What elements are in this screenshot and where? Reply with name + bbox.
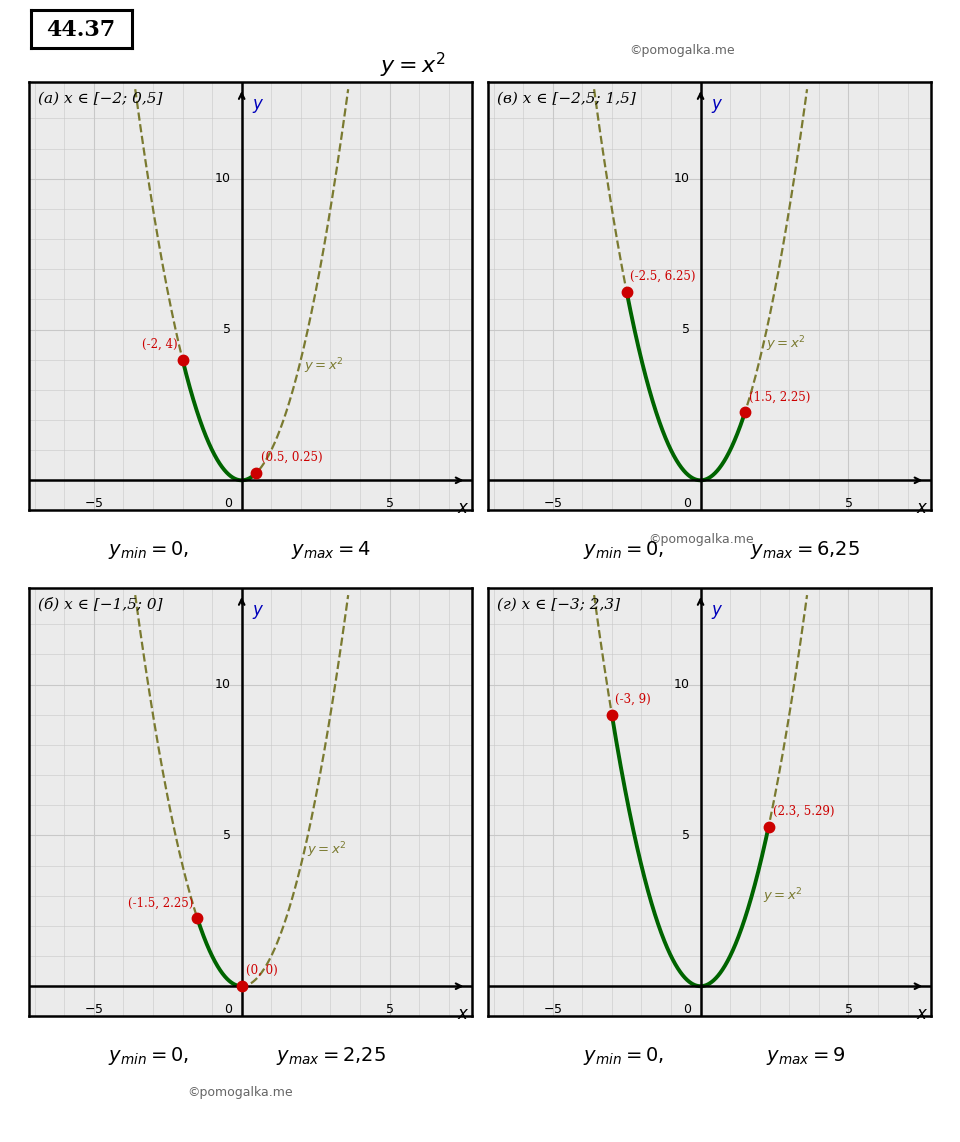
Text: $y = x^2$: $y = x^2$ bbox=[380, 50, 445, 80]
Text: (2.3, 5.29): (2.3, 5.29) bbox=[773, 805, 834, 818]
Text: $y_{max} = 2{,}25$: $y_{max} = 2{,}25$ bbox=[276, 1045, 386, 1068]
Text: $x$: $x$ bbox=[457, 500, 469, 517]
Text: $5$: $5$ bbox=[223, 323, 231, 336]
Text: (б) x ∈ [−1,5; 0]: (б) x ∈ [−1,5; 0] bbox=[37, 597, 162, 611]
Text: (-2, 4): (-2, 4) bbox=[142, 338, 179, 351]
Text: ©pomogalka.me: ©pomogalka.me bbox=[629, 43, 734, 57]
Text: (0.5, 0.25): (0.5, 0.25) bbox=[261, 451, 323, 464]
Text: $5$: $5$ bbox=[223, 829, 231, 842]
Text: $x$: $x$ bbox=[916, 500, 928, 517]
Text: $5$: $5$ bbox=[385, 1003, 394, 1015]
Text: $y_{min} = 0,$: $y_{min} = 0,$ bbox=[108, 1045, 189, 1068]
Text: $10$: $10$ bbox=[673, 172, 690, 185]
Text: $y_{max} = 9$: $y_{max} = 9$ bbox=[766, 1045, 845, 1068]
Text: $5$: $5$ bbox=[682, 829, 690, 842]
Text: (а) x ∈ [−2; 0,5]: (а) x ∈ [−2; 0,5] bbox=[37, 91, 162, 105]
Text: $y = x^2$: $y = x^2$ bbox=[766, 335, 805, 354]
Text: $y_{min} = 0,$: $y_{min} = 0,$ bbox=[108, 539, 189, 562]
Text: $-5$: $-5$ bbox=[84, 497, 104, 509]
Text: (-2.5, 6.25): (-2.5, 6.25) bbox=[630, 270, 695, 283]
Text: $y = x^2$: $y = x^2$ bbox=[762, 886, 803, 906]
Text: $5$: $5$ bbox=[385, 497, 394, 509]
Text: (-1.5, 2.25): (-1.5, 2.25) bbox=[128, 896, 193, 909]
Text: (г) x ∈ [−3; 2,3]: (г) x ∈ [−3; 2,3] bbox=[496, 597, 619, 611]
Text: $10$: $10$ bbox=[214, 172, 231, 185]
Text: (в) x ∈ [−2,5; 1,5]: (в) x ∈ [−2,5; 1,5] bbox=[496, 91, 636, 105]
Text: $-5$: $-5$ bbox=[84, 1003, 104, 1015]
Text: $x$: $x$ bbox=[457, 1006, 469, 1023]
Text: $y_{max} = 4$: $y_{max} = 4$ bbox=[292, 539, 371, 562]
Text: $0$: $0$ bbox=[224, 497, 233, 509]
Text: $y$: $y$ bbox=[711, 603, 724, 621]
Text: 44.37: 44.37 bbox=[46, 19, 116, 41]
Text: $y_{min} = 0,$: $y_{min} = 0,$ bbox=[583, 539, 663, 562]
Text: (0, 0): (0, 0) bbox=[246, 964, 277, 978]
Text: $10$: $10$ bbox=[673, 678, 690, 691]
Text: $y_{min} = 0,$: $y_{min} = 0,$ bbox=[583, 1045, 663, 1068]
Text: $x$: $x$ bbox=[916, 1006, 928, 1023]
Text: $5$: $5$ bbox=[844, 1003, 852, 1015]
Text: $10$: $10$ bbox=[214, 678, 231, 691]
Text: ©pomogalka.me: ©pomogalka.me bbox=[648, 532, 754, 546]
Text: $-5$: $-5$ bbox=[543, 1003, 563, 1015]
Text: $y$: $y$ bbox=[711, 97, 724, 115]
Text: (1.5, 2.25): (1.5, 2.25) bbox=[750, 391, 811, 403]
Text: $y_{max} = 6{,}25$: $y_{max} = 6{,}25$ bbox=[751, 539, 860, 562]
Text: $0$: $0$ bbox=[224, 1003, 233, 1015]
Text: $y = x^2$: $y = x^2$ bbox=[303, 356, 344, 376]
Text: $5$: $5$ bbox=[682, 323, 690, 336]
Text: ©pomogalka.me: ©pomogalka.me bbox=[187, 1086, 293, 1100]
Text: $5$: $5$ bbox=[844, 497, 852, 509]
Text: $0$: $0$ bbox=[683, 1003, 692, 1015]
Text: $-5$: $-5$ bbox=[543, 497, 563, 509]
Text: $y$: $y$ bbox=[252, 603, 265, 621]
Text: $0$: $0$ bbox=[683, 497, 692, 509]
Text: (-3, 9): (-3, 9) bbox=[614, 693, 651, 706]
Text: $y$: $y$ bbox=[252, 97, 265, 115]
Text: $y = x^2$: $y = x^2$ bbox=[307, 841, 347, 860]
